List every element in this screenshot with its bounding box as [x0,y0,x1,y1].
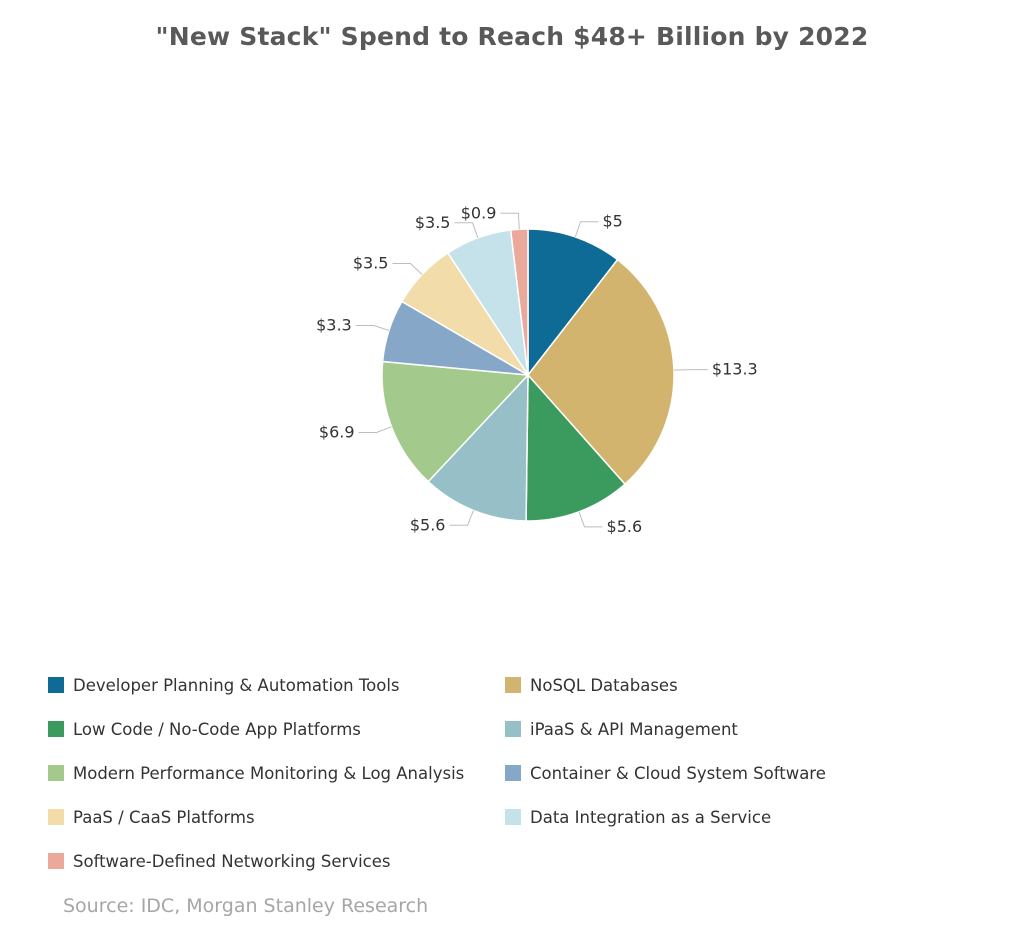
legend-item: PaaS / CaaS Platforms [48,795,505,839]
legend-swatch [48,765,64,781]
slice-leader-line [358,426,392,434]
pie-slice [427,373,529,522]
slice-leader-line [449,510,474,526]
legend-swatch [48,853,64,869]
legend-swatch [505,809,521,825]
legend-label: NoSQL Databases [530,675,678,695]
slice-leader-line [673,369,708,371]
slice-value-label: $6.9 [319,423,355,442]
slice-value-label: $5.6 [607,517,643,536]
slice-leader-line [392,263,423,275]
slice-value-label: $3.3 [316,316,352,335]
legend-swatch [48,677,64,693]
slice-leader-line [355,325,390,331]
slice-value-label: $3.5 [353,254,389,273]
source-note: Source: IDC, Morgan Stanley Research [63,895,429,917]
chart-legend: Developer Planning & Automation Tools NoS… [48,663,988,883]
legend-label: iPaaS & API Management [530,719,738,739]
legend-item: NoSQL Databases [505,663,945,707]
legend-label: Data Integration as a Service [530,807,772,827]
legend-label: Software-Defined Networking Services [73,851,391,871]
legend-swatch [505,677,521,693]
legend-label: Low Code / No-Code App Platforms [73,719,361,739]
legend-swatch [505,765,521,781]
legend-label: PaaS / CaaS Platforms [73,807,255,827]
slice-leader-line [454,222,479,239]
pie-slice [381,360,530,483]
legend-item: Data Integration as a Service [505,795,945,839]
legend-label: Container & Cloud System Software [530,763,826,783]
pie-slice [525,373,626,522]
slice-leader-line [578,511,603,528]
pie-chart: $5 $13.3 $5.6 $5.6 $6.9 $3.3 $3.5 $3.5 $0.9 [316,203,758,536]
legend-item: Software-Defined Networking Services [48,839,505,883]
legend-item: Low Code / No-Code App Platforms [48,707,505,751]
legend-swatch [505,721,521,737]
slice-leader-line [574,221,599,238]
legend-item: Developer Planning & Automation Tools [48,663,505,707]
legend-item: Modern Performance Monitoring & Log Anal… [48,751,505,795]
slice-value-label: $13.3 [712,360,758,379]
legend-item: Container & Cloud System Software [505,751,945,795]
legend-label: Developer Planning & Automation Tools [73,675,400,695]
slice-value-label: $5 [602,212,622,231]
legend-swatch [48,721,64,737]
legend-item: iPaaS & API Management [505,707,945,751]
legend-label: Modern Performance Monitoring & Log Anal… [73,763,465,783]
slice-value-label: $3.5 [415,213,451,232]
chart-title: "New Stack" Spend to Reach $48+ Billion … [155,22,869,51]
slice-value-label: $5.6 [410,515,446,534]
slice-leader-line [500,212,520,230]
legend-swatch [48,809,64,825]
slice-value-label: $0.9 [461,203,497,222]
